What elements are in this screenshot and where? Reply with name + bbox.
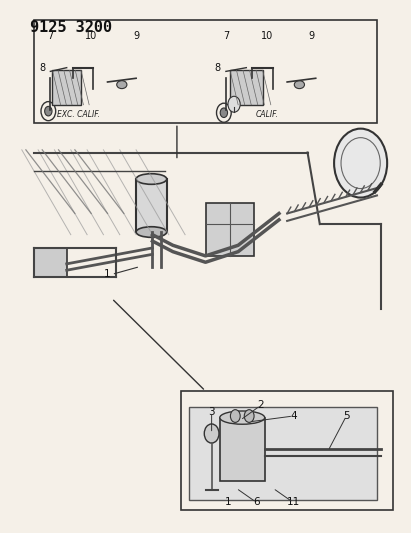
Text: 9: 9 xyxy=(309,31,315,41)
Text: 9: 9 xyxy=(133,31,139,41)
Circle shape xyxy=(45,107,52,116)
Text: CALIF.: CALIF. xyxy=(255,110,278,118)
Bar xyxy=(230,70,263,105)
Bar xyxy=(181,391,393,511)
Text: 10: 10 xyxy=(85,31,97,41)
Circle shape xyxy=(220,108,228,117)
Circle shape xyxy=(228,96,240,112)
Bar xyxy=(206,203,254,256)
Circle shape xyxy=(244,410,254,422)
Text: 1: 1 xyxy=(225,497,231,507)
Circle shape xyxy=(204,424,219,443)
Text: 2: 2 xyxy=(257,400,264,410)
Text: 4: 4 xyxy=(290,411,297,421)
Text: 5: 5 xyxy=(343,411,350,421)
Text: 9125 3200: 9125 3200 xyxy=(30,20,112,35)
Text: 10: 10 xyxy=(261,31,273,41)
Text: 8: 8 xyxy=(215,63,221,72)
Text: 1: 1 xyxy=(104,270,111,279)
Text: EXC. CALIF.: EXC. CALIF. xyxy=(58,110,100,118)
Circle shape xyxy=(334,128,387,198)
Circle shape xyxy=(231,410,240,422)
Bar xyxy=(220,418,265,481)
Text: 6: 6 xyxy=(253,497,260,507)
Text: 7: 7 xyxy=(47,31,53,41)
Text: 3: 3 xyxy=(208,407,215,417)
Bar xyxy=(34,20,377,123)
Ellipse shape xyxy=(294,80,305,88)
Ellipse shape xyxy=(220,411,265,424)
Bar xyxy=(53,70,81,105)
Ellipse shape xyxy=(117,80,127,88)
Bar xyxy=(136,179,167,232)
Text: 8: 8 xyxy=(39,63,45,72)
Ellipse shape xyxy=(136,174,167,184)
Text: 7: 7 xyxy=(223,31,229,41)
Text: 11: 11 xyxy=(286,497,300,507)
Bar xyxy=(189,407,377,500)
Ellipse shape xyxy=(136,227,167,237)
Bar xyxy=(34,248,67,277)
